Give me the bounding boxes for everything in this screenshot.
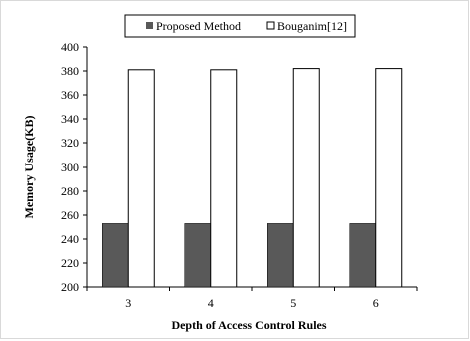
bars	[102, 68, 403, 288]
x-tick-label: 6	[373, 296, 379, 310]
y-tick-label: 400	[61, 40, 79, 54]
y-tick-label: 320	[61, 136, 79, 150]
bar-bouganim	[210, 69, 238, 288]
y-tick-label: 220	[61, 256, 79, 270]
y-tick-label: 360	[61, 88, 79, 102]
bar-proposed-method	[102, 223, 129, 288]
bar-proposed-method	[267, 223, 294, 288]
legend: Proposed Method Bouganim[12]	[124, 14, 356, 38]
x-axis: 3 4 5 6	[86, 286, 418, 310]
y-axis-title: Memory Usage(KB)	[22, 116, 36, 219]
y-axis: 200 220 240 260 280 300 320 340 360 380 400	[61, 40, 88, 294]
bar-proposed-method	[184, 223, 211, 288]
y-tick-label: 340	[61, 112, 79, 126]
bar-proposed-method	[349, 223, 376, 288]
legend-box	[124, 14, 356, 38]
bar-bouganim	[375, 68, 403, 288]
y-tick-label: 200	[61, 280, 79, 294]
legend-label-proposed: Proposed Method	[156, 19, 241, 33]
x-axis-title: Depth of Access Control Rules	[171, 318, 326, 332]
bar-bouganim	[127, 69, 155, 288]
y-tick-label: 240	[61, 232, 79, 246]
y-tick-label: 380	[61, 64, 79, 78]
legend-swatch-bouganim	[266, 21, 275, 30]
y-tick-label: 300	[61, 160, 79, 174]
legend-swatch-proposed	[146, 22, 153, 29]
y-tick-label: 280	[61, 184, 79, 198]
y-tick-label: 260	[61, 208, 79, 222]
x-tick-label: 3	[125, 296, 131, 310]
x-tick-label: 5	[290, 296, 296, 310]
bar-bouganim	[292, 68, 320, 288]
x-tick-label: 4	[208, 296, 214, 310]
legend-label-bouganim: Bouganim[12]	[277, 19, 347, 33]
